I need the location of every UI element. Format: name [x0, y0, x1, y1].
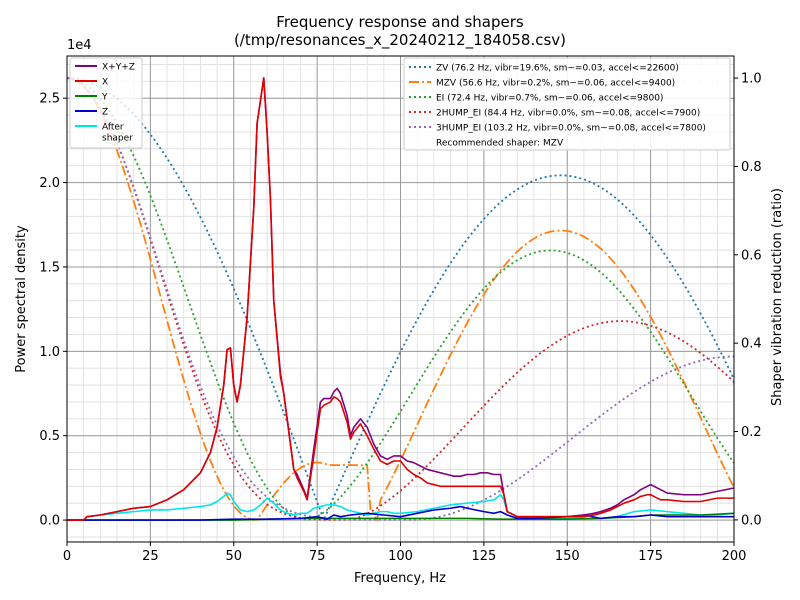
x-tick-label: 125	[471, 549, 496, 564]
psd-curves	[67, 77, 735, 521]
chart-title-line2: (/tmp/resonances_x_20240212_184058.csv)	[234, 31, 566, 50]
recommended-shaper-label: Recommended shaper: MZV	[436, 139, 564, 149]
y-tick-label: 2.5	[39, 92, 60, 107]
legend-shapers: ZV (76.2 Hz, vibr=19.6%, sm~=0.03, accel…	[403, 57, 731, 151]
x-tick-label: 75	[309, 549, 326, 564]
legend-shaper-label: EI (72.4 Hz, vibr=0.7%, sm~=0.06, accel<…	[436, 94, 663, 104]
legend-shaper-label: 3HUMP_EI (103.2 Hz, vibr=0.0%, sm~=0.08,…	[436, 124, 706, 134]
chart-title-line1: Frequency response and shapers	[276, 13, 524, 31]
y2-tick-label: 0.8	[741, 160, 762, 175]
legend-psd-label: Z	[102, 108, 108, 118]
shaper-line-2hump	[66, 77, 735, 521]
y-tick-label: 0.0	[39, 514, 60, 529]
legend-shaper-label: ZV (76.2 Hz, vibr=19.6%, sm~=0.03, accel…	[436, 64, 679, 74]
legend-psd-label: X	[102, 78, 108, 88]
y2-tick-label: 0.6	[741, 248, 762, 263]
psd-line-after-shaper	[67, 492, 735, 521]
y-tick-label: 0.5	[39, 429, 60, 444]
y-tick-label: 1.5	[39, 260, 60, 275]
y2-tick-label: 0.0	[741, 513, 762, 528]
psd-line-x	[67, 77, 734, 521]
y-tick-label: 1.0	[39, 345, 60, 360]
y2-tick-label: 0.4	[741, 337, 762, 352]
legend-psd-label: Y	[101, 93, 108, 103]
y2-axis-ticks: 0.0 0.2 0.4 0.6 0.8 1.0	[734, 72, 762, 528]
y-axis-ticks: 0.0 0.5 1.0 1.5 2.0 2.5	[39, 92, 67, 529]
y-tick-label: 2.0	[39, 176, 60, 191]
x-axis-label: Frequency, Hz	[354, 571, 446, 586]
y2-tick-label: 1.0	[741, 72, 762, 87]
legend-shapers-frame	[403, 57, 731, 151]
x-tick-label: 100	[388, 549, 413, 564]
x-tick-label: 50	[225, 549, 242, 564]
x-tick-label: 175	[638, 549, 663, 564]
shaper-line-ei	[66, 77, 735, 521]
psd-line-z	[67, 505, 734, 521]
legend-shaper-label: 2HUMP_EI (84.4 Hz, vibr=0.0%, sm~=0.08, …	[436, 109, 700, 119]
legend-psd-label: After shaper	[102, 123, 133, 144]
y2-axis-label: Shaper vibration reduction (ratio)	[770, 188, 785, 406]
y2-tick-label: 0.2	[741, 425, 762, 440]
y-axis-scale-label: 1e4	[67, 38, 92, 53]
shaper-line-zv	[66, 77, 735, 523]
x-tick-label: 150	[555, 549, 580, 564]
legend-psd: X+Y+Z XYZ After shaper	[69, 57, 143, 149]
x-axis-ticks: 0 25 50 75 100 125 150 175 200	[63, 542, 747, 564]
x-tick-label: 0	[63, 549, 71, 564]
shaper-line-3hump	[66, 77, 735, 521]
x-tick-label: 200	[722, 549, 747, 564]
legend-psd-label: X+Y+Z	[102, 63, 135, 73]
y-axis-label: Power spectral density	[14, 225, 29, 373]
x-tick-label: 25	[142, 549, 159, 564]
legend-shaper-label: MZV (56.6 Hz, vibr=0.2%, sm~=0.06, accel…	[436, 79, 675, 89]
